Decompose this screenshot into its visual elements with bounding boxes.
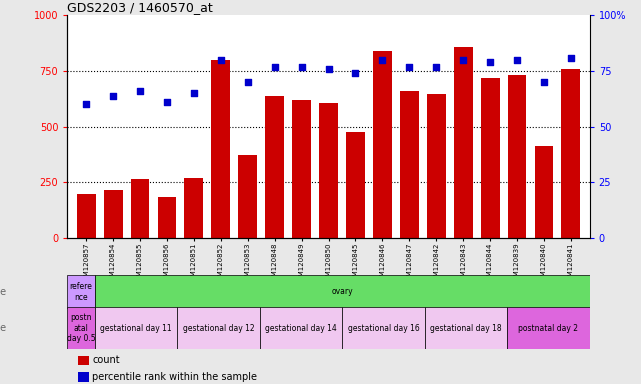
Text: count: count [92,356,120,366]
Point [404,63,415,70]
Text: gestational day 12: gestational day 12 [183,324,254,333]
Text: ovary: ovary [331,287,353,296]
Point [188,90,199,96]
Point [215,57,226,63]
Text: gestational day 18: gestational day 18 [430,324,502,333]
Point [269,63,279,70]
Bar [535,146,553,238]
Bar [427,94,445,238]
Point [108,93,118,99]
Bar [212,60,230,238]
Bar [508,76,526,238]
Bar [400,91,419,238]
Text: refere
nce: refere nce [70,282,92,301]
Bar [481,78,499,238]
Point [162,99,172,105]
Bar [185,178,203,238]
Text: GDS2203 / 1460570_at: GDS2203 / 1460570_at [67,1,213,14]
Bar [265,96,284,238]
Text: gestational day 14: gestational day 14 [265,324,337,333]
Point [324,66,334,72]
Point [81,101,91,108]
Bar [67,275,95,309]
Bar [78,356,89,365]
Bar [425,307,507,349]
Bar [78,372,89,382]
Point [242,79,253,85]
Text: gestational day 11: gestational day 11 [100,324,172,333]
Bar [104,190,122,238]
Text: gestational day 16: gestational day 16 [347,324,419,333]
Bar [178,307,260,349]
Bar [292,100,311,238]
Bar [507,307,590,349]
Text: age: age [0,323,7,333]
Point [566,55,576,61]
Text: postnatal day 2: postnatal day 2 [519,324,578,333]
Point [135,88,145,94]
Point [351,70,361,76]
Bar [131,179,149,238]
Point [512,57,522,63]
Bar [319,103,338,238]
Bar [260,307,342,349]
Point [485,59,495,65]
Bar [67,307,95,349]
Text: tissue: tissue [0,287,7,297]
Bar [346,132,365,238]
Point [431,63,442,70]
Bar [77,194,96,238]
Bar [342,307,425,349]
Bar [238,155,257,238]
Bar [158,197,176,238]
Text: percentile rank within the sample: percentile rank within the sample [92,372,258,382]
Bar [95,307,178,349]
Point [539,79,549,85]
Text: postn
atal
day 0.5: postn atal day 0.5 [67,313,96,343]
Bar [562,69,580,238]
Point [378,57,388,63]
Point [296,63,306,70]
Bar [373,51,392,238]
Bar [454,46,472,238]
Point [458,57,469,63]
